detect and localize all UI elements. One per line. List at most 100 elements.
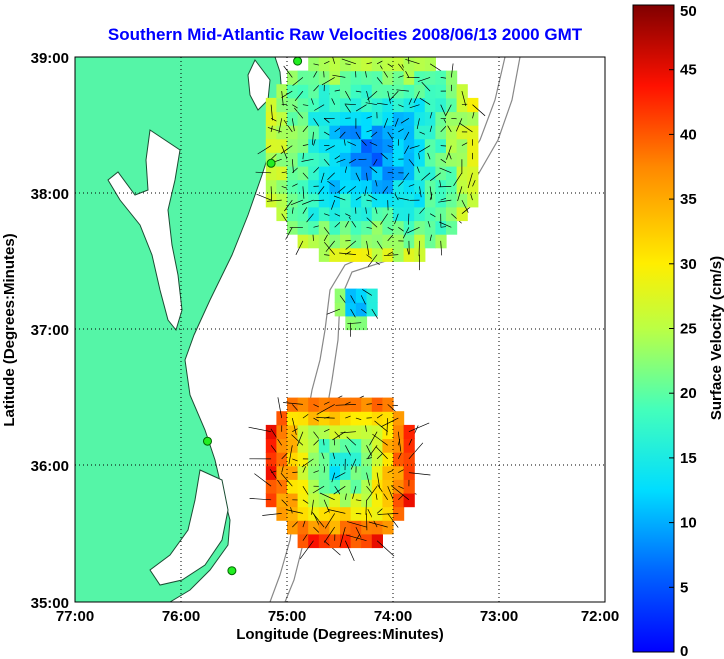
velocity-cell [329, 179, 341, 194]
velocity-cell [265, 166, 277, 181]
velocity-vector [360, 295, 366, 305]
velocity-vector [350, 308, 356, 318]
station-marker [203, 436, 212, 446]
velocity-cell [340, 424, 352, 440]
x-tick-labels: 77:00 76:00 75:00 74:00 73:00 72:00 [56, 608, 619, 625]
velocity-cell [403, 84, 415, 99]
velocity-cell [329, 97, 341, 113]
velocity-vector [278, 118, 283, 134]
velocity-cell [276, 411, 288, 426]
velocity-cell [329, 438, 341, 453]
velocity-vector [324, 513, 335, 529]
velocity-cell [382, 111, 394, 126]
velocity-cell [287, 84, 299, 99]
velocity-vector [429, 186, 433, 200]
velocity-cell [361, 111, 373, 126]
velocity-cell [318, 452, 330, 467]
velocity-vector [418, 145, 431, 153]
velocity-cell [318, 397, 330, 412]
velocity-vector [369, 431, 378, 446]
velocity-cell [424, 70, 436, 85]
velocity-cell [361, 533, 373, 549]
velocity-vector [291, 434, 304, 446]
velocity-cell [340, 70, 352, 85]
velocity-vector [270, 186, 273, 202]
velocity-cell [403, 220, 415, 235]
station-markers [203, 57, 303, 576]
velocity-cell [265, 452, 277, 467]
velocity-vector [377, 513, 399, 515]
velocity-cell [297, 84, 309, 99]
velocity-vector [376, 102, 388, 106]
velocity-cell [318, 520, 330, 535]
velocity-cell [403, 97, 415, 113]
velocity-cell [456, 111, 468, 126]
velocity-vector [403, 172, 410, 181]
velocity-vector [301, 458, 314, 468]
station-marker [227, 566, 237, 576]
velocity-cell [382, 70, 394, 85]
velocity-cell [382, 424, 394, 440]
velocity-cell [393, 506, 405, 521]
velocity-vector [383, 254, 399, 257]
colorbar-tick-label: 25 [680, 321, 697, 338]
velocity-cell [414, 193, 426, 208]
velocity-cell [393, 111, 405, 126]
velocity-cell [329, 506, 341, 521]
velocity-vector [281, 90, 293, 98]
x-tick-label: 74:00 [374, 608, 412, 625]
velocity-vector [404, 131, 410, 141]
velocity-vector [408, 442, 424, 460]
velocity-vector [352, 486, 357, 499]
velocity-cell [308, 70, 320, 85]
velocity-cell [329, 533, 341, 549]
colorbar-tick-label: 5 [680, 579, 688, 596]
velocity-vector [346, 436, 357, 446]
velocity-vector [317, 186, 325, 195]
velocity-cell [287, 138, 299, 153]
velocity-cell [308, 166, 320, 181]
velocity-vector [314, 104, 325, 111]
velocity-vector [299, 540, 314, 560]
velocity-cell [287, 179, 299, 194]
x-tick-label: 72:00 [581, 608, 619, 625]
velocity-vector [325, 240, 335, 252]
velocity-vector [383, 118, 389, 129]
velocity-vector [366, 472, 370, 486]
velocity-cell [340, 465, 352, 480]
velocity-cell [371, 97, 383, 113]
velocity-vector [294, 107, 304, 119]
chart-title: Southern Mid-Atlantic Raw Velocities 200… [108, 25, 583, 44]
velocity-vector [369, 166, 378, 174]
velocity-cell [424, 152, 436, 167]
colorbar-ticks: 0 5 10 15 20 25 30 35 40 45 50 [669, 3, 697, 659]
velocity-vector [438, 186, 452, 188]
velocity-cell [361, 125, 373, 140]
velocity-cell [361, 206, 373, 222]
velocity-vector [327, 509, 346, 514]
velocity-cell [371, 57, 383, 72]
velocity-vector [321, 77, 335, 86]
velocity-vector [409, 104, 420, 109]
velocity-cell [297, 465, 309, 480]
velocity-vector [344, 103, 356, 106]
velocity-cell [424, 97, 436, 113]
velocity-cell [318, 424, 330, 440]
velocity-vector [380, 417, 399, 428]
velocity-vector [366, 172, 368, 181]
velocity-vector [324, 241, 335, 255]
velocity-cell [350, 247, 362, 262]
velocity-cell [308, 138, 320, 153]
colorbar-tick-label: 0 [680, 643, 688, 659]
velocity-cell [446, 193, 458, 208]
velocity-vector [361, 140, 367, 146]
velocity-cell [403, 424, 415, 440]
velocity-cell [350, 234, 362, 249]
velocity-cell [403, 493, 415, 508]
velocity-vector [429, 172, 441, 182]
velocity-vector [402, 227, 410, 239]
velocity-cell [393, 493, 405, 508]
x-tick-label: 73:00 [480, 608, 518, 625]
velocity-cell [308, 220, 320, 235]
velocity-cell [382, 493, 394, 508]
